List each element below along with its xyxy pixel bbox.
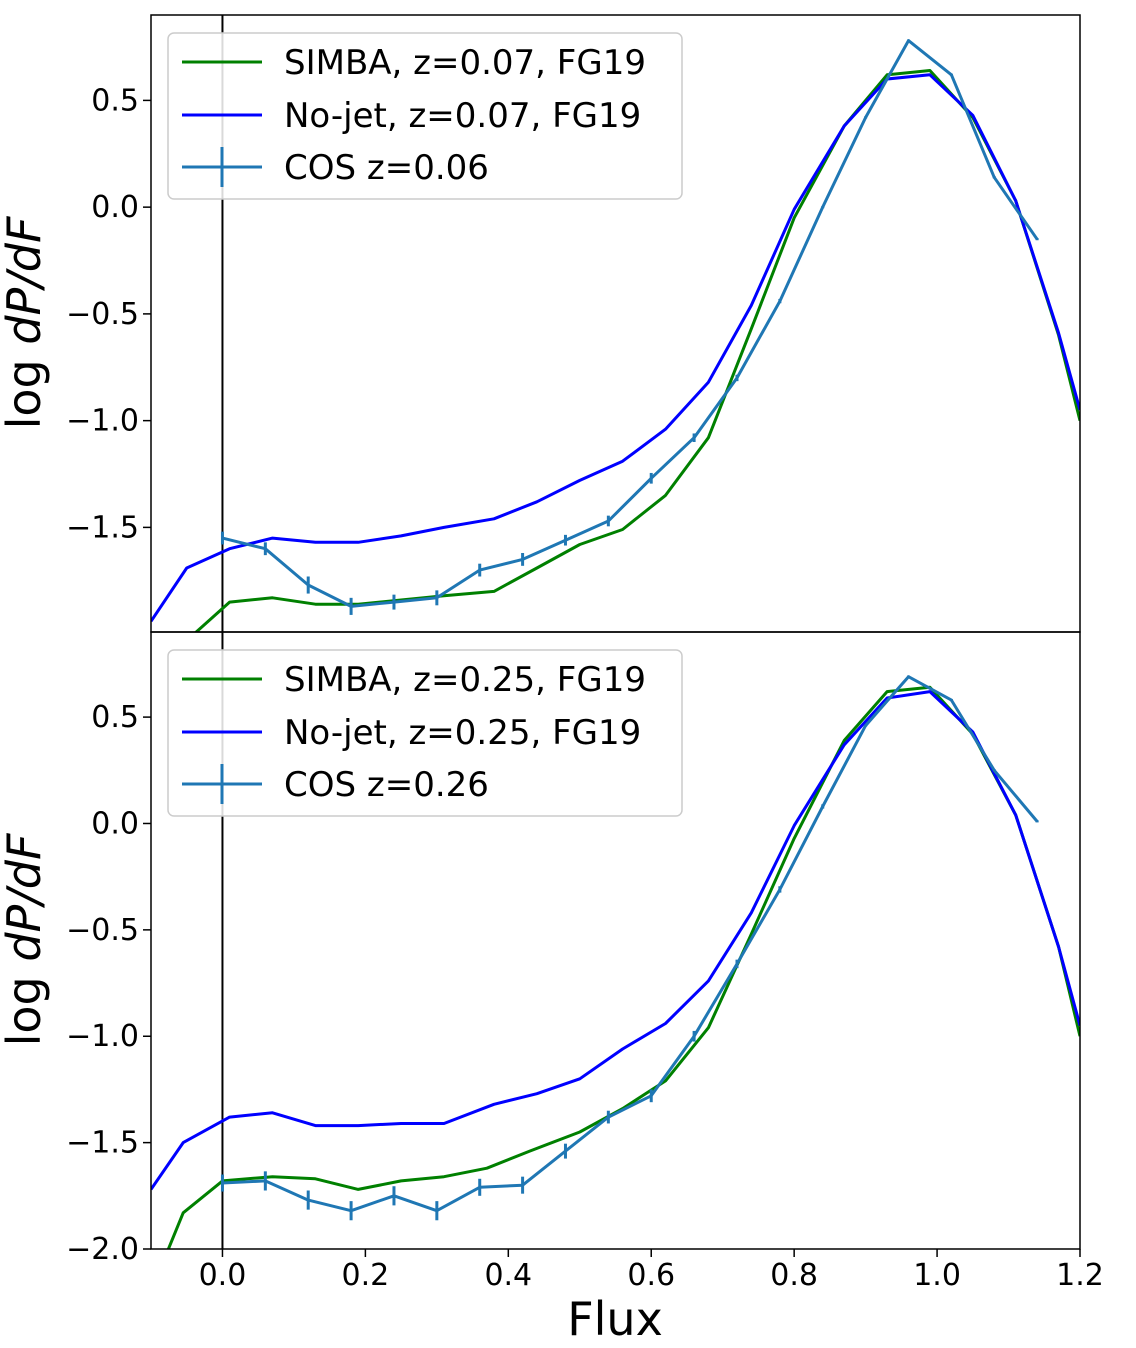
y-tick-label: 0.5 [91, 83, 139, 118]
y-tick-label: −2.0 [66, 1232, 139, 1267]
legend-label-cos: COS z=0.26 [284, 765, 489, 805]
y-axis-label: log dP/dF [0, 833, 51, 1046]
x-tick-label: 1.2 [1056, 1258, 1104, 1293]
y-tick-label: −0.5 [66, 297, 139, 332]
y-tick-label: −1.0 [66, 1019, 139, 1054]
legend: SIMBA, z=0.25, FG19 No-jet, z=0.25, FG19… [168, 650, 682, 816]
y-tick-label: 0.0 [91, 190, 139, 225]
y-axis-label: log dP/dF [0, 216, 51, 429]
legend: SIMBA, z=0.07, FG19 No-jet, z=0.07, FG19… [168, 33, 682, 199]
x-tick-label: 0.8 [770, 1258, 818, 1293]
chart-figure: 0.5 0.0 −0.5 −1.0 −1.5 log dP/dF SIMBA, z=0.… [0, 0, 1136, 1348]
x-tick-label: 1.0 [913, 1258, 961, 1293]
legend-label-simba: SIMBA, z=0.25, FG19 [284, 660, 646, 700]
legend-label-cos: COS z=0.06 [284, 148, 489, 188]
y-tick-label: −0.5 [66, 913, 139, 948]
legend-label-simba: SIMBA, z=0.07, FG19 [284, 43, 646, 83]
y-tick-label: −1.5 [66, 1126, 139, 1161]
x-tick-label: 0.0 [199, 1258, 247, 1293]
legend-label-nojet: No-jet, z=0.25, FG19 [284, 713, 641, 753]
y-tick-label: −1.0 [66, 404, 139, 439]
y-tick-label: −1.5 [66, 510, 139, 545]
x-axis-label: Flux [567, 1292, 663, 1346]
x-tick-label: 0.6 [627, 1258, 675, 1293]
y-tick-label: 0.5 [91, 700, 139, 735]
y-tick-label: 0.0 [91, 806, 139, 841]
legend-label-nojet: No-jet, z=0.07, FG19 [284, 96, 641, 136]
x-tick-label: 0.2 [342, 1258, 390, 1293]
x-tick-label: 0.4 [484, 1258, 532, 1293]
